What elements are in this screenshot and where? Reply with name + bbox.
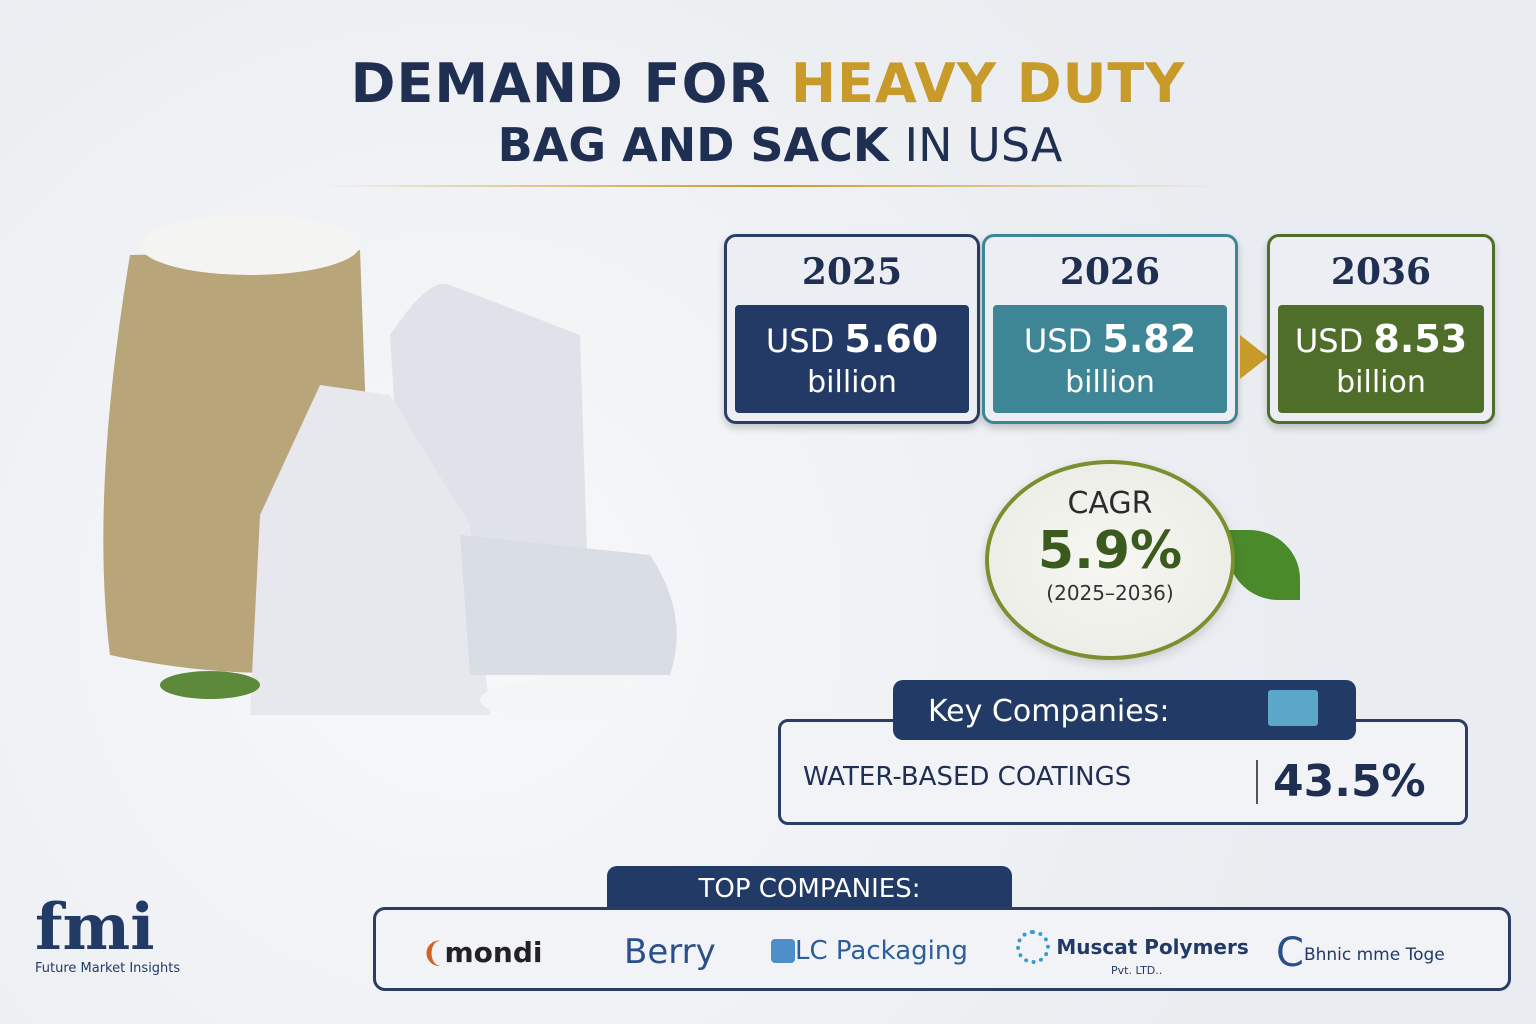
powder-top xyxy=(140,215,360,275)
cagr-label: CAGR xyxy=(1067,486,1153,521)
top-companies-logos: ❨mondi Berry LC Packaging Muscat Polymer… xyxy=(373,907,1511,991)
divider xyxy=(320,185,1220,187)
currency: USD xyxy=(765,322,835,360)
title-line-2: BAG AND SACK IN USA xyxy=(497,118,1063,172)
logo-other: CBhnic mme Toge xyxy=(1276,930,1445,976)
market-card-2026: 2026 USD 5.82 billion xyxy=(982,234,1238,424)
cagr-period: (2025–2036) xyxy=(1046,581,1174,605)
segment-share: 43.5% xyxy=(1273,756,1426,807)
unit: billion xyxy=(807,365,897,400)
segment-name: WATER-BASED COATINGS xyxy=(803,762,1132,792)
key-companies-header: Key Companies: xyxy=(893,680,1356,740)
currency: USD xyxy=(1023,322,1093,360)
cagr-badge: CAGR 5.9% (2025–2036) xyxy=(985,460,1235,660)
logo-lc-packaging: LC Packaging xyxy=(771,936,968,966)
small-bag xyxy=(250,385,490,715)
unit: billion xyxy=(1065,365,1155,400)
year: 2025 xyxy=(801,251,903,293)
market-card-2036: 2036 USD 8.53 billion xyxy=(1267,234,1495,424)
currency: USD xyxy=(1294,322,1364,360)
title-line-1: DEMAND FOR HEAVY DUTY xyxy=(350,52,1186,115)
logo-mondi: ❨mondi xyxy=(421,936,543,969)
divider xyxy=(1256,760,1258,804)
fmi-logo: fmi Future Market Insights xyxy=(35,890,181,977)
market-card-2025: 2025 USD 5.60 billion xyxy=(724,234,980,424)
year: 2026 xyxy=(1059,251,1161,293)
bags-illustration xyxy=(103,215,677,720)
powder-pile xyxy=(480,680,640,720)
lying-sack xyxy=(460,535,677,675)
leaf xyxy=(160,671,260,699)
cagr-value: 5.9% xyxy=(1037,521,1183,581)
arrow-icon xyxy=(1240,335,1268,379)
value: 5.60 xyxy=(844,317,939,361)
logo-muscat-polymers: Muscat Polymers Pvt. LTD.. xyxy=(1016,930,1249,977)
unit: billion xyxy=(1336,365,1426,400)
value: 8.53 xyxy=(1373,317,1468,361)
factory-icon xyxy=(1268,690,1318,726)
logo-berry: Berry xyxy=(624,932,716,972)
value: 5.82 xyxy=(1102,317,1197,361)
year: 2036 xyxy=(1330,251,1432,293)
